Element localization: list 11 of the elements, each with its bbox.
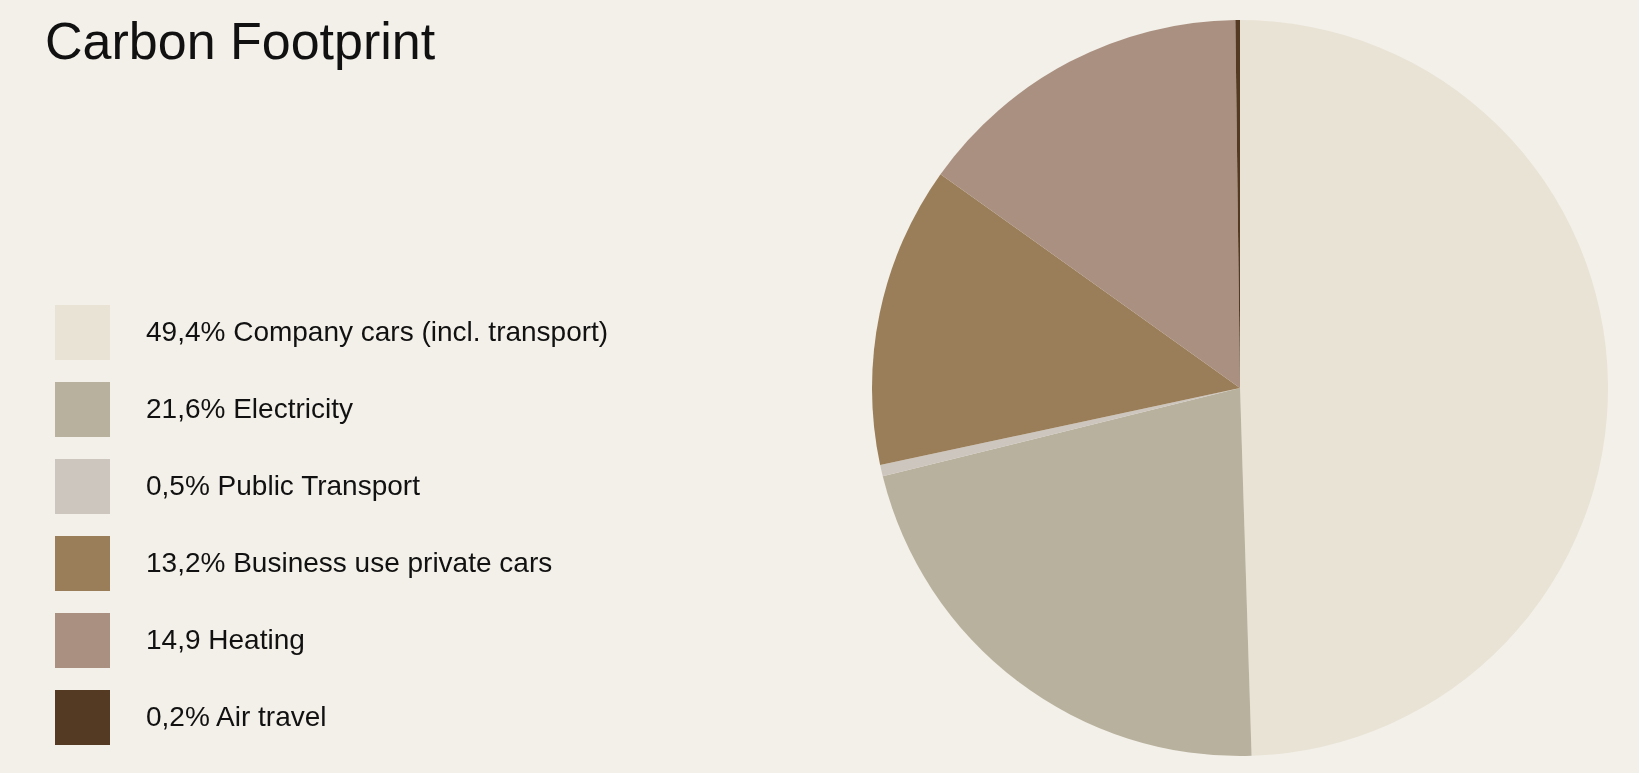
chart-title: Carbon Footprint — [45, 12, 436, 70]
pie-slice — [872, 174, 1240, 466]
pie-slice — [882, 388, 1252, 756]
legend-label: 0,2% Air travel — [146, 700, 327, 732]
legend-label: 21,6% Electricity — [146, 392, 353, 424]
legend-label: 49,4% Company cars (incl. transport) — [146, 315, 609, 347]
legend-label: 13,2% Business use private cars — [146, 546, 553, 578]
legend-label: 0,5% Public Transport — [146, 469, 421, 501]
pie-slice — [940, 20, 1240, 388]
pie-slice — [1240, 20, 1608, 756]
legend-label: 14,9 Heating — [146, 623, 305, 655]
